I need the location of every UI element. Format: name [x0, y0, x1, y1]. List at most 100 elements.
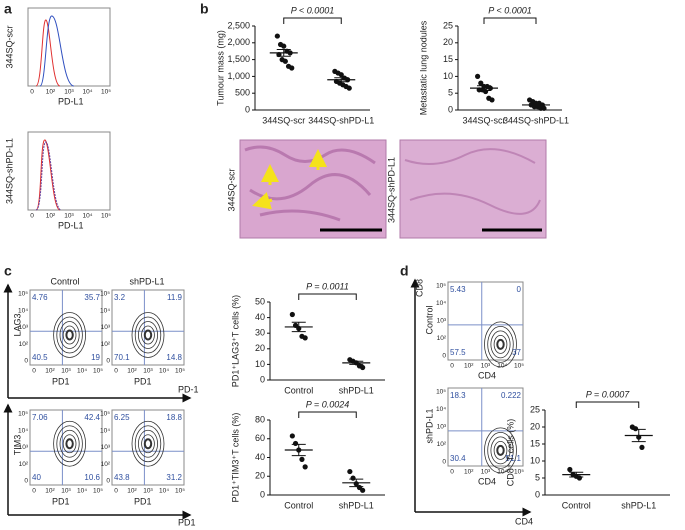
x-tick-label: 10³ — [61, 488, 71, 495]
x-tick-label: 10⁵ — [101, 89, 111, 96]
y-tick-label: 1,500 — [227, 54, 250, 64]
y-tick-label: 10³ — [437, 424, 447, 431]
x-tick-label: 10⁴ — [82, 89, 92, 96]
y-tick-label: 0 — [106, 478, 110, 485]
x-tick-label: 10⁵ — [175, 488, 185, 495]
quadrant-value: 4.76 — [32, 293, 48, 302]
quadrant-value: 40 — [32, 473, 41, 482]
y-tick-label: 10² — [19, 461, 29, 468]
y-tick-label: 10⁴ — [436, 300, 446, 307]
x-tick-label: 10⁴ — [77, 368, 87, 375]
x-tick-label: shPD-L1 — [339, 385, 374, 395]
y-tick-label: 10⁵ — [18, 411, 28, 418]
histogram-curve — [35, 139, 61, 211]
contour — [65, 438, 74, 450]
dot — [289, 65, 295, 71]
contour — [56, 316, 83, 354]
y-tick-label: 25 — [443, 20, 453, 30]
arrow-label: PD1 — [178, 517, 196, 527]
error-bar — [334, 77, 349, 83]
contour — [134, 316, 162, 354]
y-tick-label: 10⁵ — [436, 283, 446, 290]
quadrant-value: 14.8 — [166, 353, 182, 362]
x-tick-label: 10² — [45, 488, 55, 495]
dot — [302, 335, 308, 341]
x-tick-label: Control — [284, 500, 313, 510]
y-tick-label: 60 — [255, 433, 265, 443]
dot — [292, 440, 299, 447]
contour — [490, 330, 511, 359]
x-tick-label: 10³ — [481, 363, 491, 370]
contour — [143, 329, 153, 341]
contour — [53, 420, 86, 467]
y-tick-label: 10² — [101, 341, 111, 348]
error-bar — [291, 321, 306, 333]
y-tick-label: 20 — [255, 471, 265, 481]
y-tick-label: 25 — [530, 404, 540, 414]
y-tick-label: 15 — [443, 54, 453, 64]
dot — [350, 475, 356, 481]
contour — [490, 436, 511, 465]
y-tick-label: 40 — [255, 312, 265, 322]
histology-images — [239, 139, 547, 239]
x-tick-label: shPD-L1 — [621, 500, 656, 510]
x-tick-label: 10⁵ — [514, 363, 524, 370]
dot — [632, 426, 639, 432]
flow-frame — [447, 281, 524, 361]
dot — [289, 311, 295, 318]
y-tick-label: 10⁴ — [100, 307, 110, 314]
dot — [541, 105, 547, 111]
contour — [484, 427, 517, 474]
y-tick-label: 0 — [535, 489, 540, 499]
x-tick-label: 10³ — [481, 469, 491, 476]
x-tick-label: 0 — [114, 368, 118, 375]
contour — [59, 321, 80, 349]
panel-label: c — [4, 263, 12, 279]
contour — [131, 312, 165, 358]
column-title: Control — [50, 276, 79, 286]
y-tick-label: 0 — [24, 358, 28, 365]
x-tick-label: 10³ — [64, 213, 74, 220]
quadrant-value: 0 — [517, 285, 522, 294]
histogram-curve — [35, 141, 62, 211]
y-tick-label: 10 — [443, 71, 453, 81]
contour — [62, 325, 77, 345]
y-tick-label: 10⁵ — [18, 291, 28, 298]
y-tick-label: 10² — [19, 341, 29, 348]
arrow-label: PD-1 — [178, 384, 199, 394]
y-tick-label: 30 — [255, 328, 265, 338]
y-axis-label: 344SQ-scr — [4, 25, 14, 68]
dot — [478, 80, 484, 86]
error-bar — [631, 428, 646, 443]
axis-label: CD8 — [414, 279, 424, 297]
significance-bracket — [298, 293, 357, 300]
column-title: shPD-L1 — [129, 276, 164, 286]
x-tick-label: 10² — [46, 89, 56, 96]
dot — [274, 33, 280, 39]
row-label: Control — [424, 305, 434, 334]
y-tick-label: 0 — [260, 489, 265, 499]
quadrant-value: 5.43 — [450, 285, 466, 294]
y-tick-label: 20 — [443, 37, 453, 47]
histogram-curve — [35, 19, 61, 87]
x-axis-label: PD1 — [134, 496, 152, 506]
quadrant-value: 35.7 — [84, 293, 100, 302]
panel-label: a — [4, 1, 12, 17]
contour — [493, 334, 508, 354]
dot — [282, 58, 288, 64]
y-axis-label: LAG3 — [12, 313, 22, 336]
y-tick-label: 10⁵ — [100, 291, 110, 298]
error-bar — [529, 103, 543, 107]
contour — [484, 321, 517, 368]
x-tick-label: 10³ — [61, 368, 71, 375]
quadrant-value: 7.06 — [32, 413, 48, 422]
panel-label: d — [400, 263, 409, 279]
x-tick-label: 344SQ-scr — [462, 115, 505, 125]
x-tick-label: 10⁵ — [101, 213, 111, 220]
x-tick-label: 10⁵ — [514, 469, 524, 476]
y-tick-label: 10⁵ — [436, 389, 446, 396]
quadrant-value: 0.222 — [501, 391, 522, 400]
quadrant-value: 18.3 — [450, 391, 466, 400]
x-tick-label: 0 — [450, 469, 454, 476]
p-value: P = 0.0007 — [586, 389, 630, 399]
